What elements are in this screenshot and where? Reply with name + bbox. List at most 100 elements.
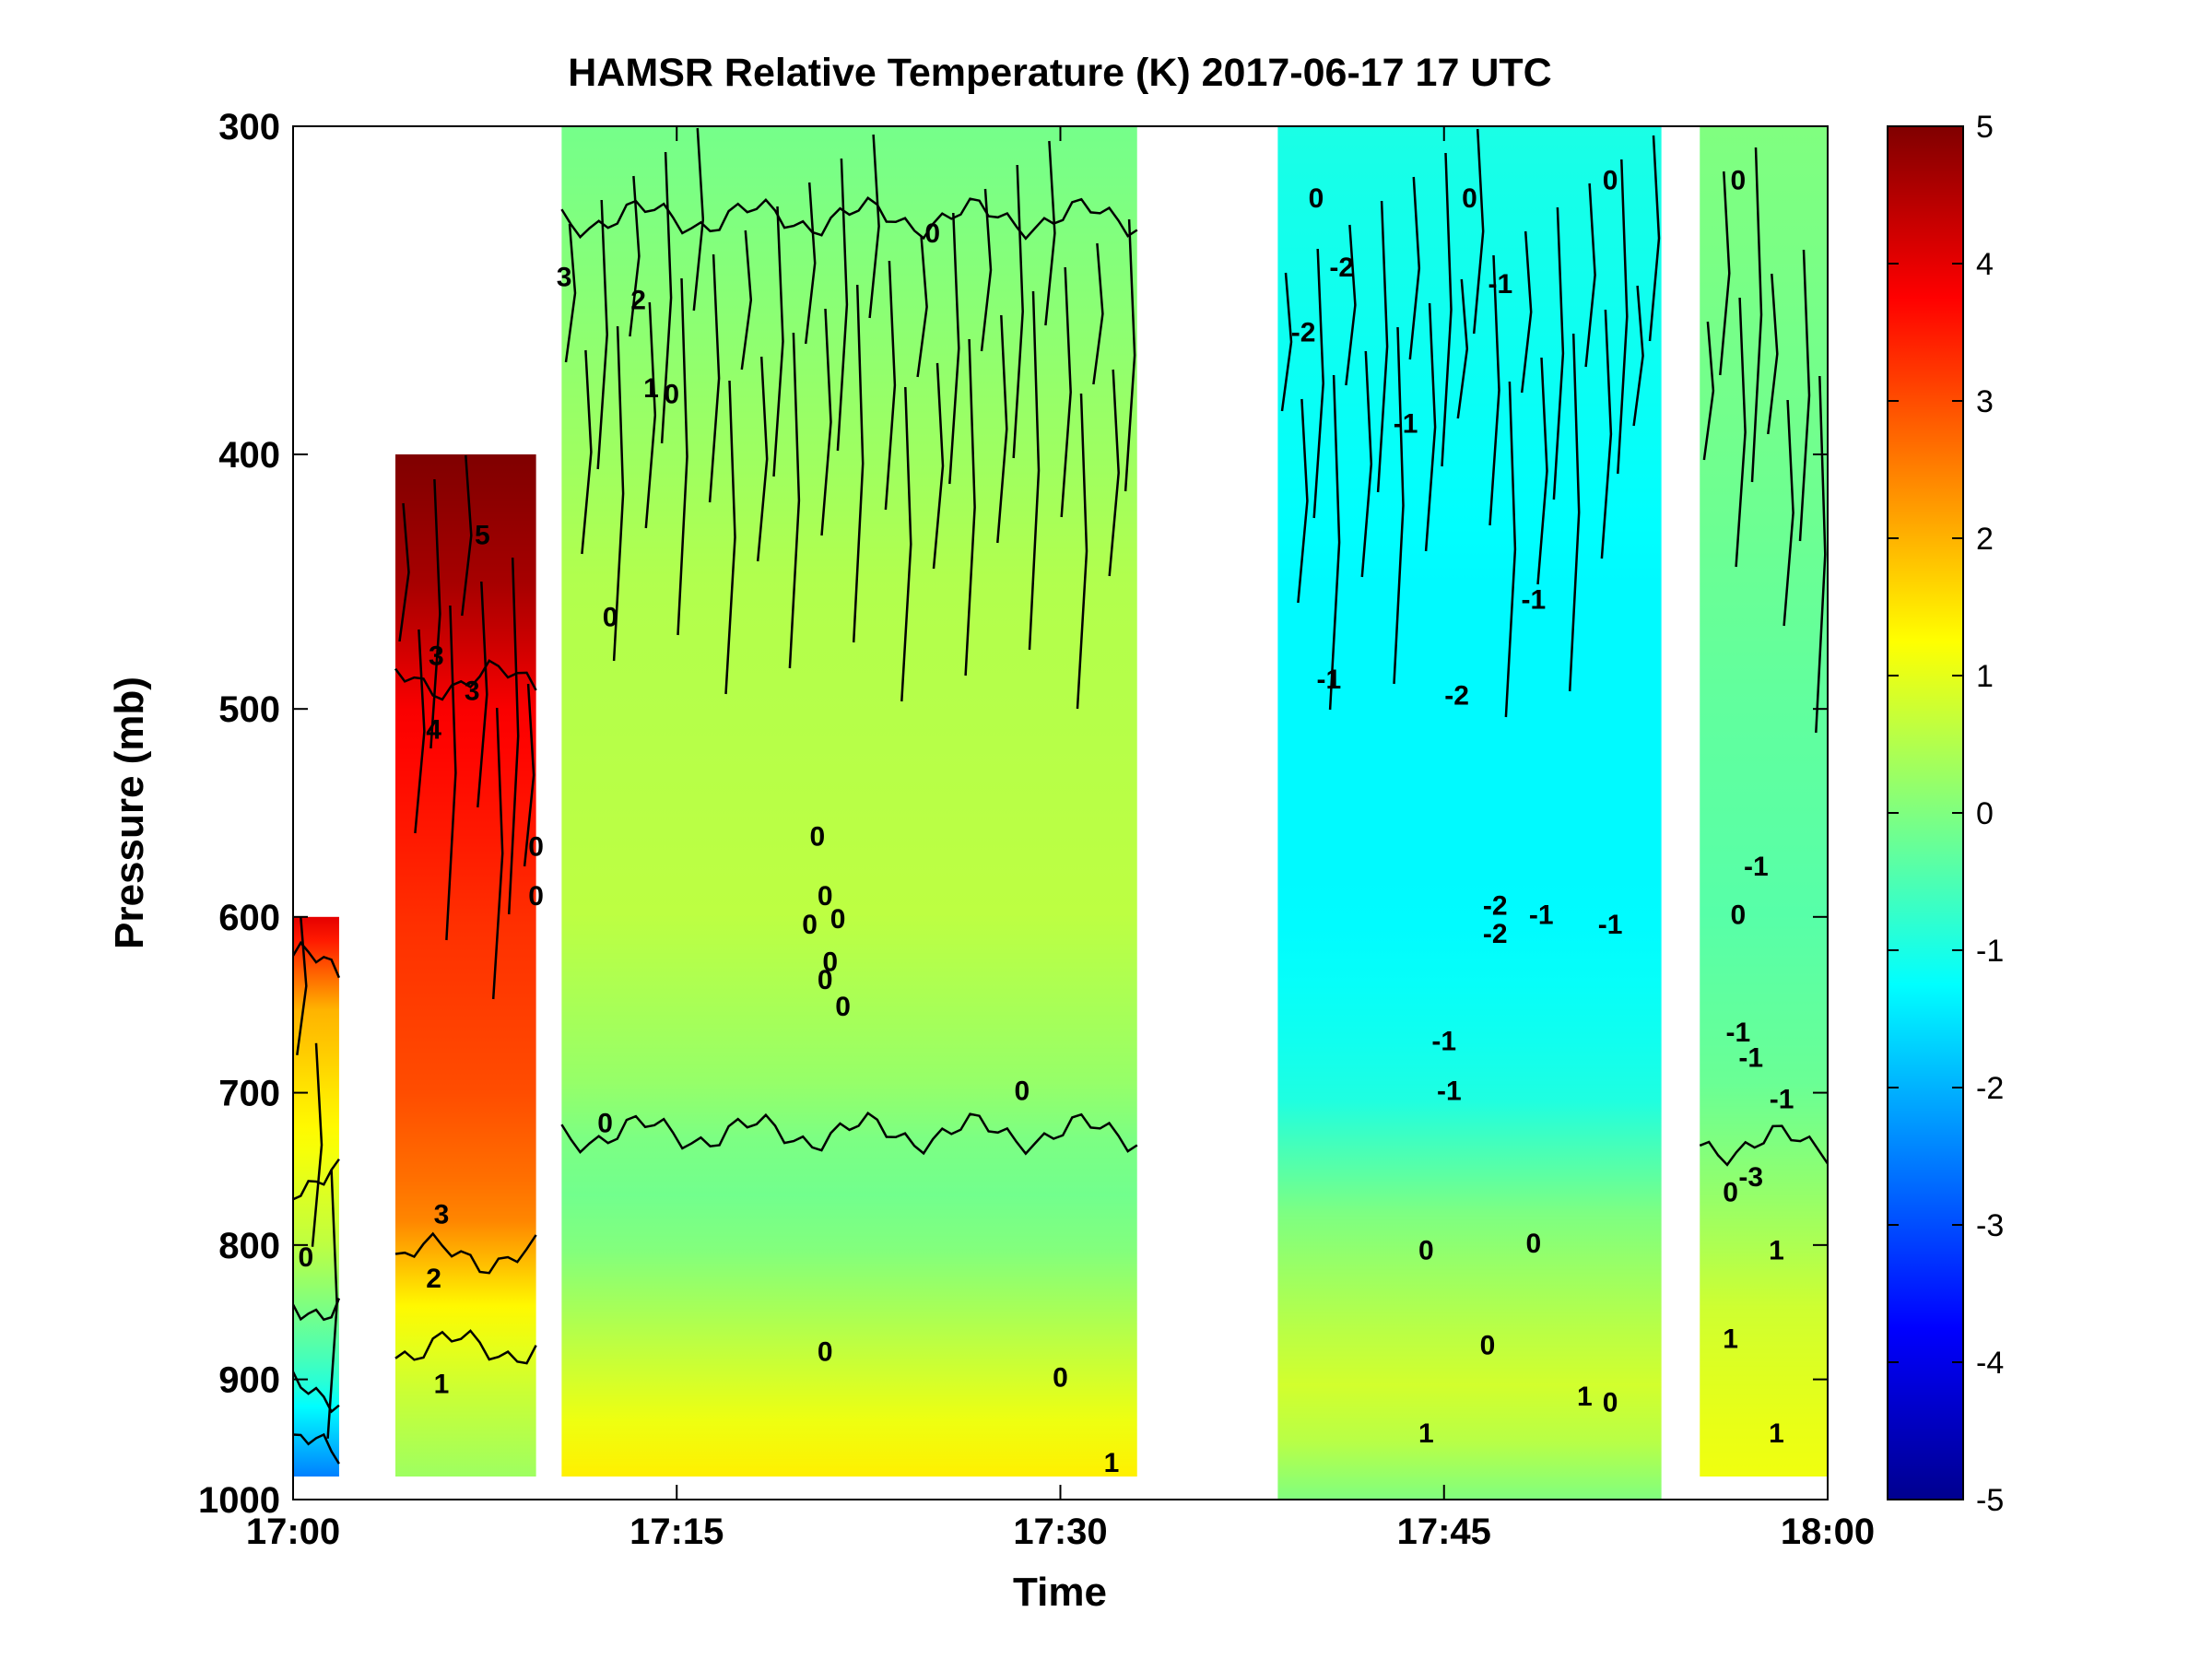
contour-line bbox=[1719, 171, 1731, 376]
contour-line bbox=[1076, 393, 1088, 710]
contour-line bbox=[980, 188, 993, 352]
contour-label: 0 bbox=[1526, 1229, 1542, 1259]
data-segment bbox=[1277, 126, 1662, 1500]
contour-label: 0 bbox=[1603, 165, 1618, 195]
contour-line bbox=[1328, 374, 1341, 711]
contour-label: 0 bbox=[802, 910, 818, 940]
contour-line bbox=[1815, 375, 1827, 734]
contour-line bbox=[1345, 224, 1357, 386]
contour-label: 0 bbox=[1603, 1388, 1618, 1418]
contour-line bbox=[293, 940, 341, 979]
contour-label: 0 bbox=[1723, 1177, 1738, 1207]
contour-label: -1 bbox=[1529, 900, 1554, 931]
contour-line bbox=[477, 581, 488, 808]
colorbar-tick-label: -5 bbox=[1976, 1483, 2004, 1518]
colorbar-tick-label: 1 bbox=[1976, 659, 1994, 694]
contour-line bbox=[1767, 273, 1779, 435]
contour-line bbox=[1376, 200, 1389, 493]
contour-line bbox=[916, 236, 928, 378]
contour-label: 1 bbox=[643, 373, 659, 404]
y-tick-label: 500 bbox=[218, 689, 280, 730]
contour-label: 0 bbox=[603, 602, 618, 632]
x-axis-ticks: 17:00 17:15 17:30 17:45 18:00 bbox=[246, 126, 1875, 1552]
contour-label: 1 bbox=[1577, 1382, 1593, 1412]
data-segment bbox=[1700, 126, 1828, 1477]
contour-line bbox=[1472, 128, 1485, 335]
contour-line bbox=[820, 308, 832, 536]
contour-lines bbox=[293, 127, 1828, 1465]
contour-label: 0 bbox=[1462, 183, 1477, 214]
contour-label: 0 bbox=[810, 821, 826, 852]
contour-label: 2 bbox=[426, 1264, 441, 1294]
contour-label: 0 bbox=[822, 947, 838, 977]
contour-label: 0 bbox=[1309, 183, 1324, 214]
colorbar-tick-label: 3 bbox=[1976, 384, 1994, 419]
contour-line bbox=[1648, 135, 1661, 342]
y-axis-label: Pressure (mb) bbox=[107, 677, 152, 949]
contour-label: -1 bbox=[1770, 1084, 1794, 1114]
contour-label: 0 bbox=[924, 218, 940, 249]
contour-label: 0 bbox=[818, 965, 833, 995]
contour-label: 1 bbox=[1418, 1418, 1434, 1449]
colorbar-ticks: 5 4 3 2 1 0 -1 -2 -3 -4 -5 bbox=[1888, 110, 2004, 1518]
contour-line bbox=[1584, 182, 1596, 368]
contour-label: -1 bbox=[1738, 1043, 1763, 1074]
contour-line bbox=[852, 284, 865, 643]
contour-line bbox=[596, 199, 608, 470]
contour-line bbox=[836, 158, 849, 452]
contour-line bbox=[1297, 398, 1309, 604]
colorbar-tick-label: 2 bbox=[1976, 522, 1994, 557]
contour-line bbox=[900, 386, 912, 702]
y-tick-label: 600 bbox=[218, 898, 280, 938]
contour-line bbox=[1568, 333, 1581, 692]
contour-line bbox=[560, 1111, 1138, 1156]
temperature-field bbox=[293, 126, 1828, 1500]
x-tick-label: 17:30 bbox=[1013, 1512, 1107, 1552]
contour-line bbox=[708, 253, 721, 503]
contour-line bbox=[756, 356, 769, 562]
colorbar-tick-label: 0 bbox=[1976, 796, 1994, 831]
y-tick-label: 700 bbox=[218, 1074, 280, 1114]
contour-line bbox=[1028, 290, 1041, 651]
colorbar-tick-label: 5 bbox=[1976, 110, 1994, 145]
contour-line bbox=[1536, 357, 1548, 585]
contour-label: 3 bbox=[429, 641, 444, 671]
contour-label: -1 bbox=[1522, 584, 1547, 615]
contour-line bbox=[724, 380, 736, 695]
contour-line bbox=[932, 362, 945, 570]
colorbar-tick-label: -2 bbox=[1976, 1071, 2004, 1106]
contour-label: -1 bbox=[1431, 1026, 1456, 1056]
contour-line bbox=[1600, 309, 1613, 559]
contour-label: -2 bbox=[1329, 253, 1354, 283]
contour-line bbox=[1504, 381, 1517, 718]
contour-label: 0 bbox=[1480, 1331, 1496, 1361]
contour-label: -1 bbox=[1598, 910, 1623, 940]
contour-label: -1 bbox=[1317, 665, 1342, 695]
contour-line bbox=[429, 478, 441, 749]
contour-line bbox=[1012, 164, 1024, 459]
contour-line bbox=[1750, 147, 1763, 483]
contour-line bbox=[1520, 230, 1533, 394]
contour-line bbox=[326, 1169, 338, 1439]
x-axis-label: Time bbox=[1013, 1570, 1107, 1615]
contour-line bbox=[311, 1042, 324, 1247]
contour-line bbox=[1360, 350, 1373, 578]
contour-line bbox=[677, 277, 688, 636]
contour-label: 3 bbox=[465, 677, 480, 707]
colorbar-tick-label: -1 bbox=[1976, 934, 2004, 969]
contour-label: 0 bbox=[1053, 1363, 1068, 1394]
contour-line bbox=[1617, 159, 1629, 475]
contour-line bbox=[964, 338, 976, 677]
x-tick-label: 18:00 bbox=[1781, 1512, 1875, 1552]
contour-label: 0 bbox=[1731, 900, 1747, 931]
contour-line bbox=[948, 212, 960, 485]
contour-label: 0 bbox=[1418, 1235, 1434, 1265]
contour-label: 1 bbox=[1104, 1448, 1120, 1478]
colorbar bbox=[1887, 125, 1964, 1500]
contour-line bbox=[1702, 321, 1715, 461]
contour-line bbox=[692, 127, 705, 312]
contour-label: 0 bbox=[1015, 1077, 1030, 1107]
contour-line bbox=[804, 182, 817, 345]
